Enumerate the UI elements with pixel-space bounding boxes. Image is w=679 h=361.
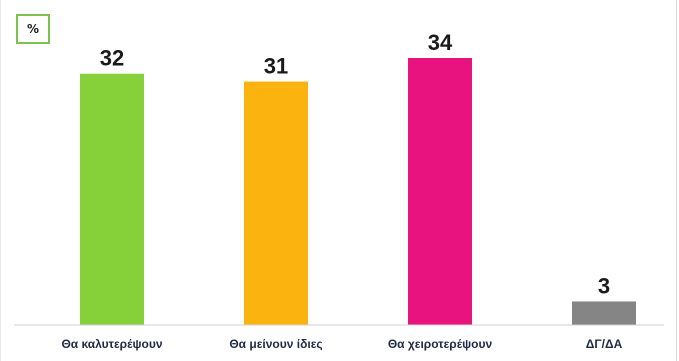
value-label-2: 31 bbox=[264, 54, 288, 79]
value-label-3: 34 bbox=[428, 30, 453, 55]
unit-label-box: % bbox=[16, 14, 50, 44]
bar-4 bbox=[572, 301, 636, 325]
bar-1 bbox=[80, 73, 144, 326]
bar-3 bbox=[408, 58, 472, 325]
bars-layer bbox=[80, 58, 636, 326]
unit-label: % bbox=[26, 22, 40, 36]
value-labels-layer: 32 31 34 3 bbox=[100, 30, 610, 298]
category-labels-layer: Θα καλυτερέψουν Θα μείνουν ίδιες Θα χειροτ… bbox=[61, 337, 622, 351]
value-label-4: 3 bbox=[598, 273, 610, 298]
category-label-3: Θα χειροτερέψουν bbox=[388, 337, 493, 351]
category-label-1: Θα καλυτερέψουν bbox=[61, 337, 162, 351]
chart-frame-left bbox=[0, 0, 1, 361]
bar-2 bbox=[244, 81, 308, 325]
chart-frame-right bbox=[676, 0, 677, 361]
value-label-1: 32 bbox=[100, 46, 124, 71]
category-label-2: Θα μείνουν ίδιες bbox=[229, 337, 322, 351]
category-label-4: ΔΓ/ΔΑ bbox=[586, 337, 623, 351]
